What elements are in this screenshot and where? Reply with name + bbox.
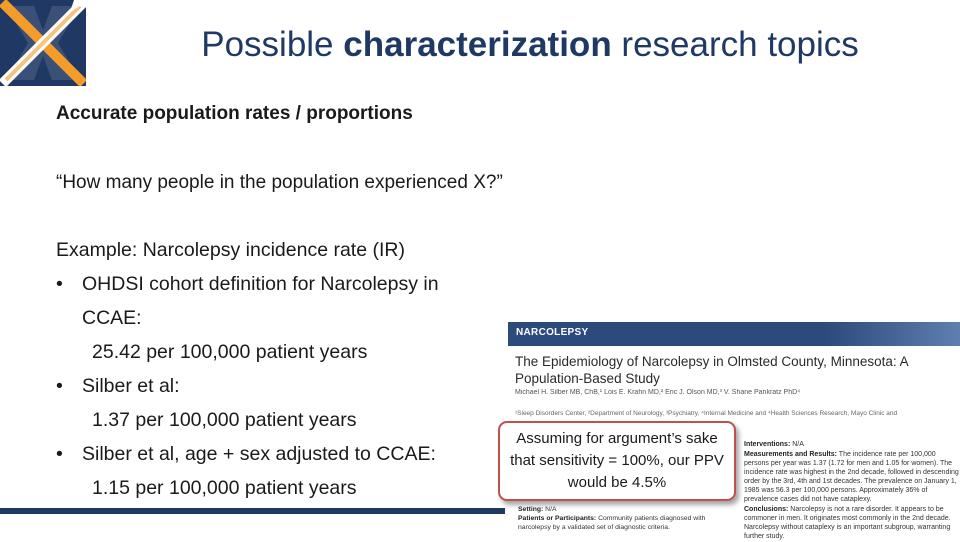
- title-part-1: Possible: [201, 25, 344, 64]
- bullet-value: 1.37 per 100,000 patient years: [92, 409, 357, 431]
- abstract-paragraph: Patients or Participants: Community pati…: [518, 514, 733, 532]
- abstract-label: Conclusions:: [744, 506, 789, 513]
- callout-text: Assuming for argument’s sake that sensit…: [510, 430, 724, 491]
- article-header-band: NARCOLEPSY: [508, 322, 960, 346]
- accent-bar: [0, 508, 505, 514]
- abstract-text: The incidence rate per 100,000 persons p…: [744, 451, 959, 503]
- article-authors: Michael H. Silber MB, ChB,¹ Lois E. Krah…: [515, 389, 801, 396]
- article-thumbnail: NARCOLEPSY The Epidemiology of Narcoleps…: [508, 322, 960, 540]
- bullet-item: • Silber et al, age + sex adjusted to CCA…: [56, 437, 439, 471]
- bullet-text: Silber et al:: [82, 375, 180, 397]
- title-bold: characterization: [343, 25, 612, 64]
- bullet-symbol: •: [56, 375, 63, 397]
- bullet-symbol: •: [56, 273, 63, 295]
- bullet-item: • Silber et al:: [56, 369, 439, 403]
- abstract-paragraph: Measurements and Results: The incidence …: [744, 450, 960, 504]
- abstract-label: Interventions:: [744, 441, 791, 448]
- abstract-paragraph: Interventions: N/A: [744, 440, 960, 449]
- bullet-text: OHDSI cohort definition for Narcolepsy i…: [82, 273, 439, 295]
- bullet-value: 25.42 per 100,000 patient years: [92, 341, 368, 363]
- abstract-paragraph: Setting: N/A: [518, 505, 733, 514]
- abstract-text: Narcolepsy is not a rare disorder. It ap…: [744, 506, 951, 540]
- abstract-text: Community patients diagnosed with narcol…: [518, 515, 706, 531]
- ppv-callout: Assuming for argument’s sake that sensit…: [498, 421, 736, 501]
- bullet-text: Silber et al, age + sex adjusted to CCAE…: [82, 443, 436, 465]
- bullet-item: • OHDSI cohort definition for Narcolepsy …: [56, 267, 439, 301]
- abstract-right-column: Interventions: N/A Measurements and Resu…: [744, 440, 960, 542]
- example-line: Example: Narcolepsy incidence rate (IR): [56, 239, 405, 261]
- abstract-label: Measurements and Results:: [744, 451, 837, 458]
- research-question: “How many people in the population exper…: [56, 172, 503, 193]
- abstract-label: Patients or Participants:: [518, 515, 597, 522]
- section-heading: Accurate population rates / proportions: [56, 103, 413, 124]
- abstract-text: N/A: [790, 441, 804, 448]
- bullet-text-continued: CCAE:: [82, 307, 142, 329]
- article-title: The Epidemiology of Narcolepsy in Olmste…: [515, 354, 908, 386]
- abstract-paragraph: Conclusions: Narcolepsy is not a rare di…: [744, 505, 960, 541]
- bullet-value: 1.15 per 100,000 patient years: [92, 477, 357, 499]
- abstract-text: N/A: [543, 506, 557, 513]
- title-part-2: research topics: [611, 25, 859, 64]
- article-tag: NARCOLEPSY: [516, 327, 589, 338]
- bullet-symbol: •: [56, 443, 63, 465]
- abstract-label: Setting:: [518, 506, 544, 513]
- abstract-left-column: Setting: N/A Patients or Participants: C…: [518, 505, 733, 532]
- page-title: Possible characterization research topic…: [120, 22, 940, 68]
- article-affiliation: ¹Sleep Disorders Center, ²Department of …: [515, 410, 898, 417]
- ohdsi-logo: [0, 0, 86, 86]
- example-block: Example: Narcolepsy incidence rate (IR) …: [56, 233, 439, 505]
